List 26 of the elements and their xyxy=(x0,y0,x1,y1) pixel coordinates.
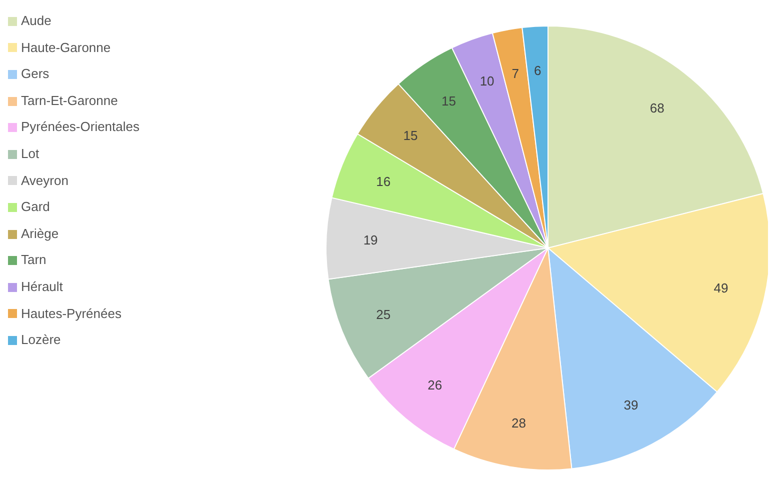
legend-label: Gers xyxy=(21,65,50,84)
legend-label: Hautes-Pyrénées xyxy=(21,304,122,323)
legend-label: Tarn-Et-Garonne xyxy=(21,92,118,110)
legend-label: Gard xyxy=(21,198,50,216)
legend-label: Tarn xyxy=(21,251,46,270)
data-label: 19 xyxy=(363,232,378,248)
data-label: 15 xyxy=(403,128,418,144)
data-label: 10 xyxy=(480,74,494,89)
data-label: 7 xyxy=(512,66,519,81)
legend-label: Hérault xyxy=(21,278,63,296)
legend-label: Ariège xyxy=(21,224,59,243)
legend-label: Aveyron xyxy=(21,172,68,190)
data-label: 39 xyxy=(624,398,638,413)
legend-label: Haute-Garonne xyxy=(21,38,111,57)
data-label: 15 xyxy=(441,93,456,108)
legend-label: Aude xyxy=(21,12,52,30)
data-label: 49 xyxy=(714,280,728,296)
legend-label: Pyrénées-Orientales xyxy=(21,118,140,136)
legend-label: Lot xyxy=(21,144,40,163)
data-label: 28 xyxy=(512,416,526,431)
data-label: 25 xyxy=(376,307,391,322)
data-label: 6 xyxy=(534,63,542,78)
data-label: 16 xyxy=(376,174,391,189)
data-label: 26 xyxy=(428,377,442,392)
legend-label: Lozère xyxy=(21,331,61,350)
data-label: 68 xyxy=(650,100,664,116)
